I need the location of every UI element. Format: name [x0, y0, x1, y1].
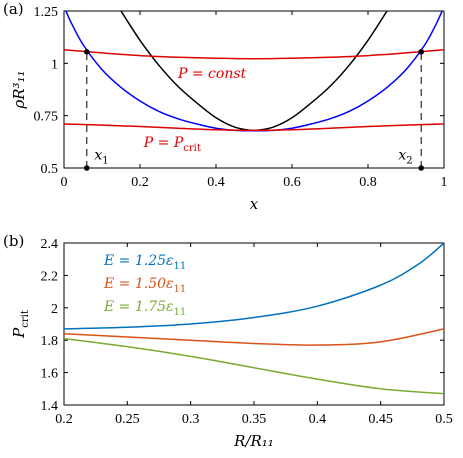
x-tick-label: 1 [441, 175, 448, 190]
y-axis-label: ρR³₁₁ [10, 70, 28, 109]
y-tick-label: 1.25 [34, 5, 59, 20]
y-tick-label: 2.2 [41, 269, 59, 284]
y-tick-label: 1.8 [41, 334, 59, 349]
y-tick-label: 2.4 [41, 237, 59, 252]
series-line-0 [64, 243, 444, 330]
annotation-2: x1 [94, 148, 108, 167]
x-tick-label: 0.6 [283, 175, 301, 190]
series-line-2 [64, 48, 444, 60]
panel-label: (b) [3, 232, 24, 250]
x-axis-label: x [250, 195, 259, 213]
x-tick-label: 0.4 [207, 175, 225, 190]
plot-area [64, 11, 444, 132]
panel-b: 0.2 0.25 0.3 0.35 0.4 0.45 0.5 1.4 1.6 1.8 2 2.2 2.4… [3, 232, 453, 450]
x-tick-label: 0.4 [309, 412, 327, 427]
x-tick-label: 0.45 [368, 412, 393, 427]
y-tick-label: 1.6 [41, 367, 59, 382]
x-tick-label: 0.2 [55, 412, 73, 427]
series-line-1 [65, 11, 443, 132]
y-axis-label: Pcrit [10, 310, 31, 339]
legend-entry-1: E = 1.50ε11 [103, 276, 186, 295]
series-line-3 [64, 123, 444, 132]
annotation-1: P = Pcrit [143, 135, 201, 154]
x-tick-label: 0.3 [182, 412, 200, 427]
annotation-3: x2 [398, 148, 412, 167]
y-tick-label: 1 [51, 57, 58, 72]
data-point-marker-1 [418, 49, 425, 55]
y-tick-label: 0.75 [34, 110, 59, 125]
x-tick-label: 0.2 [131, 175, 149, 190]
panel-a: 0 0.2 0.4 0.6 0.8 1 0.5 0.75 1 1.25 P = const P = P… [3, 0, 448, 213]
legend-entry-0: E = 1.25ε11 [103, 253, 186, 272]
x-tick-label: 0.5 [435, 412, 453, 427]
data-point-marker-0 [84, 49, 90, 55]
x-axis-label: R/R₁₁ [233, 432, 274, 450]
x-tick-label: 0.35 [242, 412, 267, 427]
axes-frame [63, 10, 445, 169]
legend-entry-2: E = 1.75ε11 [103, 299, 186, 318]
x-tick-label: 0 [61, 175, 68, 190]
x-tick-label: 0.25 [115, 412, 140, 427]
y-tick-label: 1.4 [41, 399, 59, 414]
series-line-2 [64, 337, 444, 395]
panel-label: (a) [3, 0, 24, 18]
series-line-1 [64, 328, 444, 346]
y-tick-label: 2 [51, 302, 58, 317]
y-tick-label: 0.5 [41, 162, 59, 177]
plot-area [64, 243, 444, 395]
annotation-0: P = const [177, 66, 247, 82]
data-point-marker-2 [84, 165, 90, 171]
x-tick-label: 0.8 [359, 175, 377, 190]
data-point-marker-3 [418, 165, 425, 171]
